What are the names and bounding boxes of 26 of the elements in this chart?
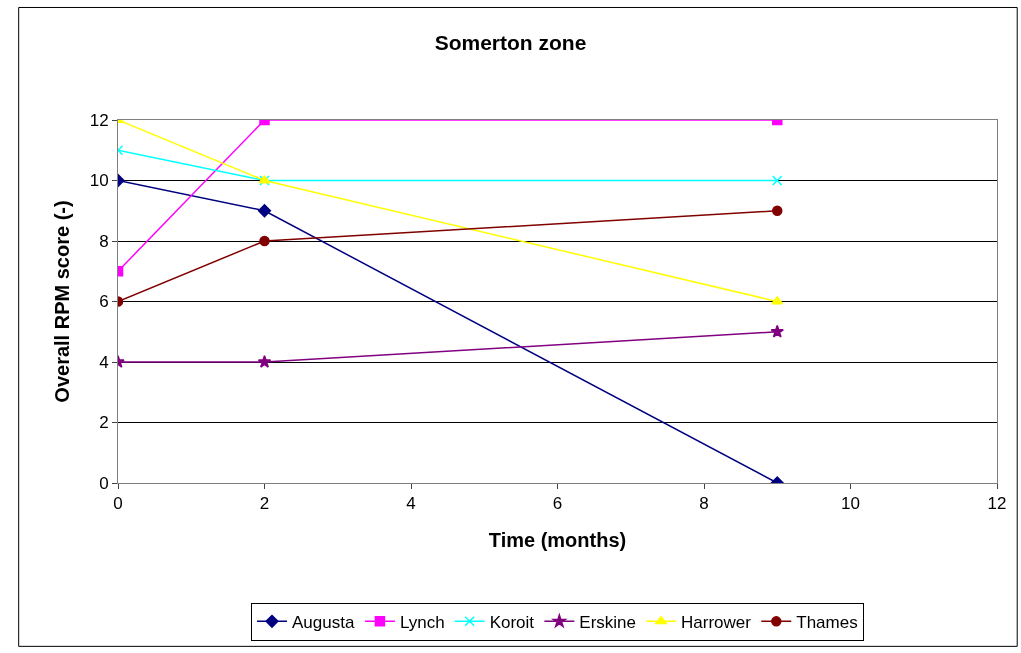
legend-label: Koroit: [489, 612, 535, 632]
legend-label: Lynch: [399, 612, 445, 632]
legend-label: Thames: [796, 612, 858, 632]
x-tick-label: 6: [552, 494, 563, 514]
y-tick-label: 2: [99, 413, 109, 433]
legend-label: Erskine: [579, 612, 637, 632]
x-axis-title: Time (months): [488, 528, 627, 551]
point: [772, 175, 783, 186]
x-tick-label: 0: [113, 494, 123, 514]
x-tick-label: 12: [987, 494, 1007, 514]
legend-label: Augusta: [292, 612, 355, 632]
x-tick-label: 10: [841, 494, 860, 514]
legend-label: Harrower: [681, 612, 752, 632]
y-tick-label: 0: [99, 473, 109, 493]
y-axis-title: Overall RPM score (-): [51, 200, 74, 403]
y-tick-label: 4: [99, 352, 109, 372]
y-tick-label: 8: [99, 231, 109, 251]
x-tick-label: 8: [699, 494, 709, 514]
point: [772, 205, 783, 216]
chart-title: Somerton zone: [434, 30, 587, 54]
y-tick-label: 10: [89, 171, 109, 191]
y-tick-label: 6: [99, 292, 109, 312]
point: [770, 324, 784, 338]
y-tick-label: 12: [89, 110, 109, 130]
x-tick-label: 2: [259, 494, 270, 514]
x-tick-label: 4: [406, 494, 416, 514]
